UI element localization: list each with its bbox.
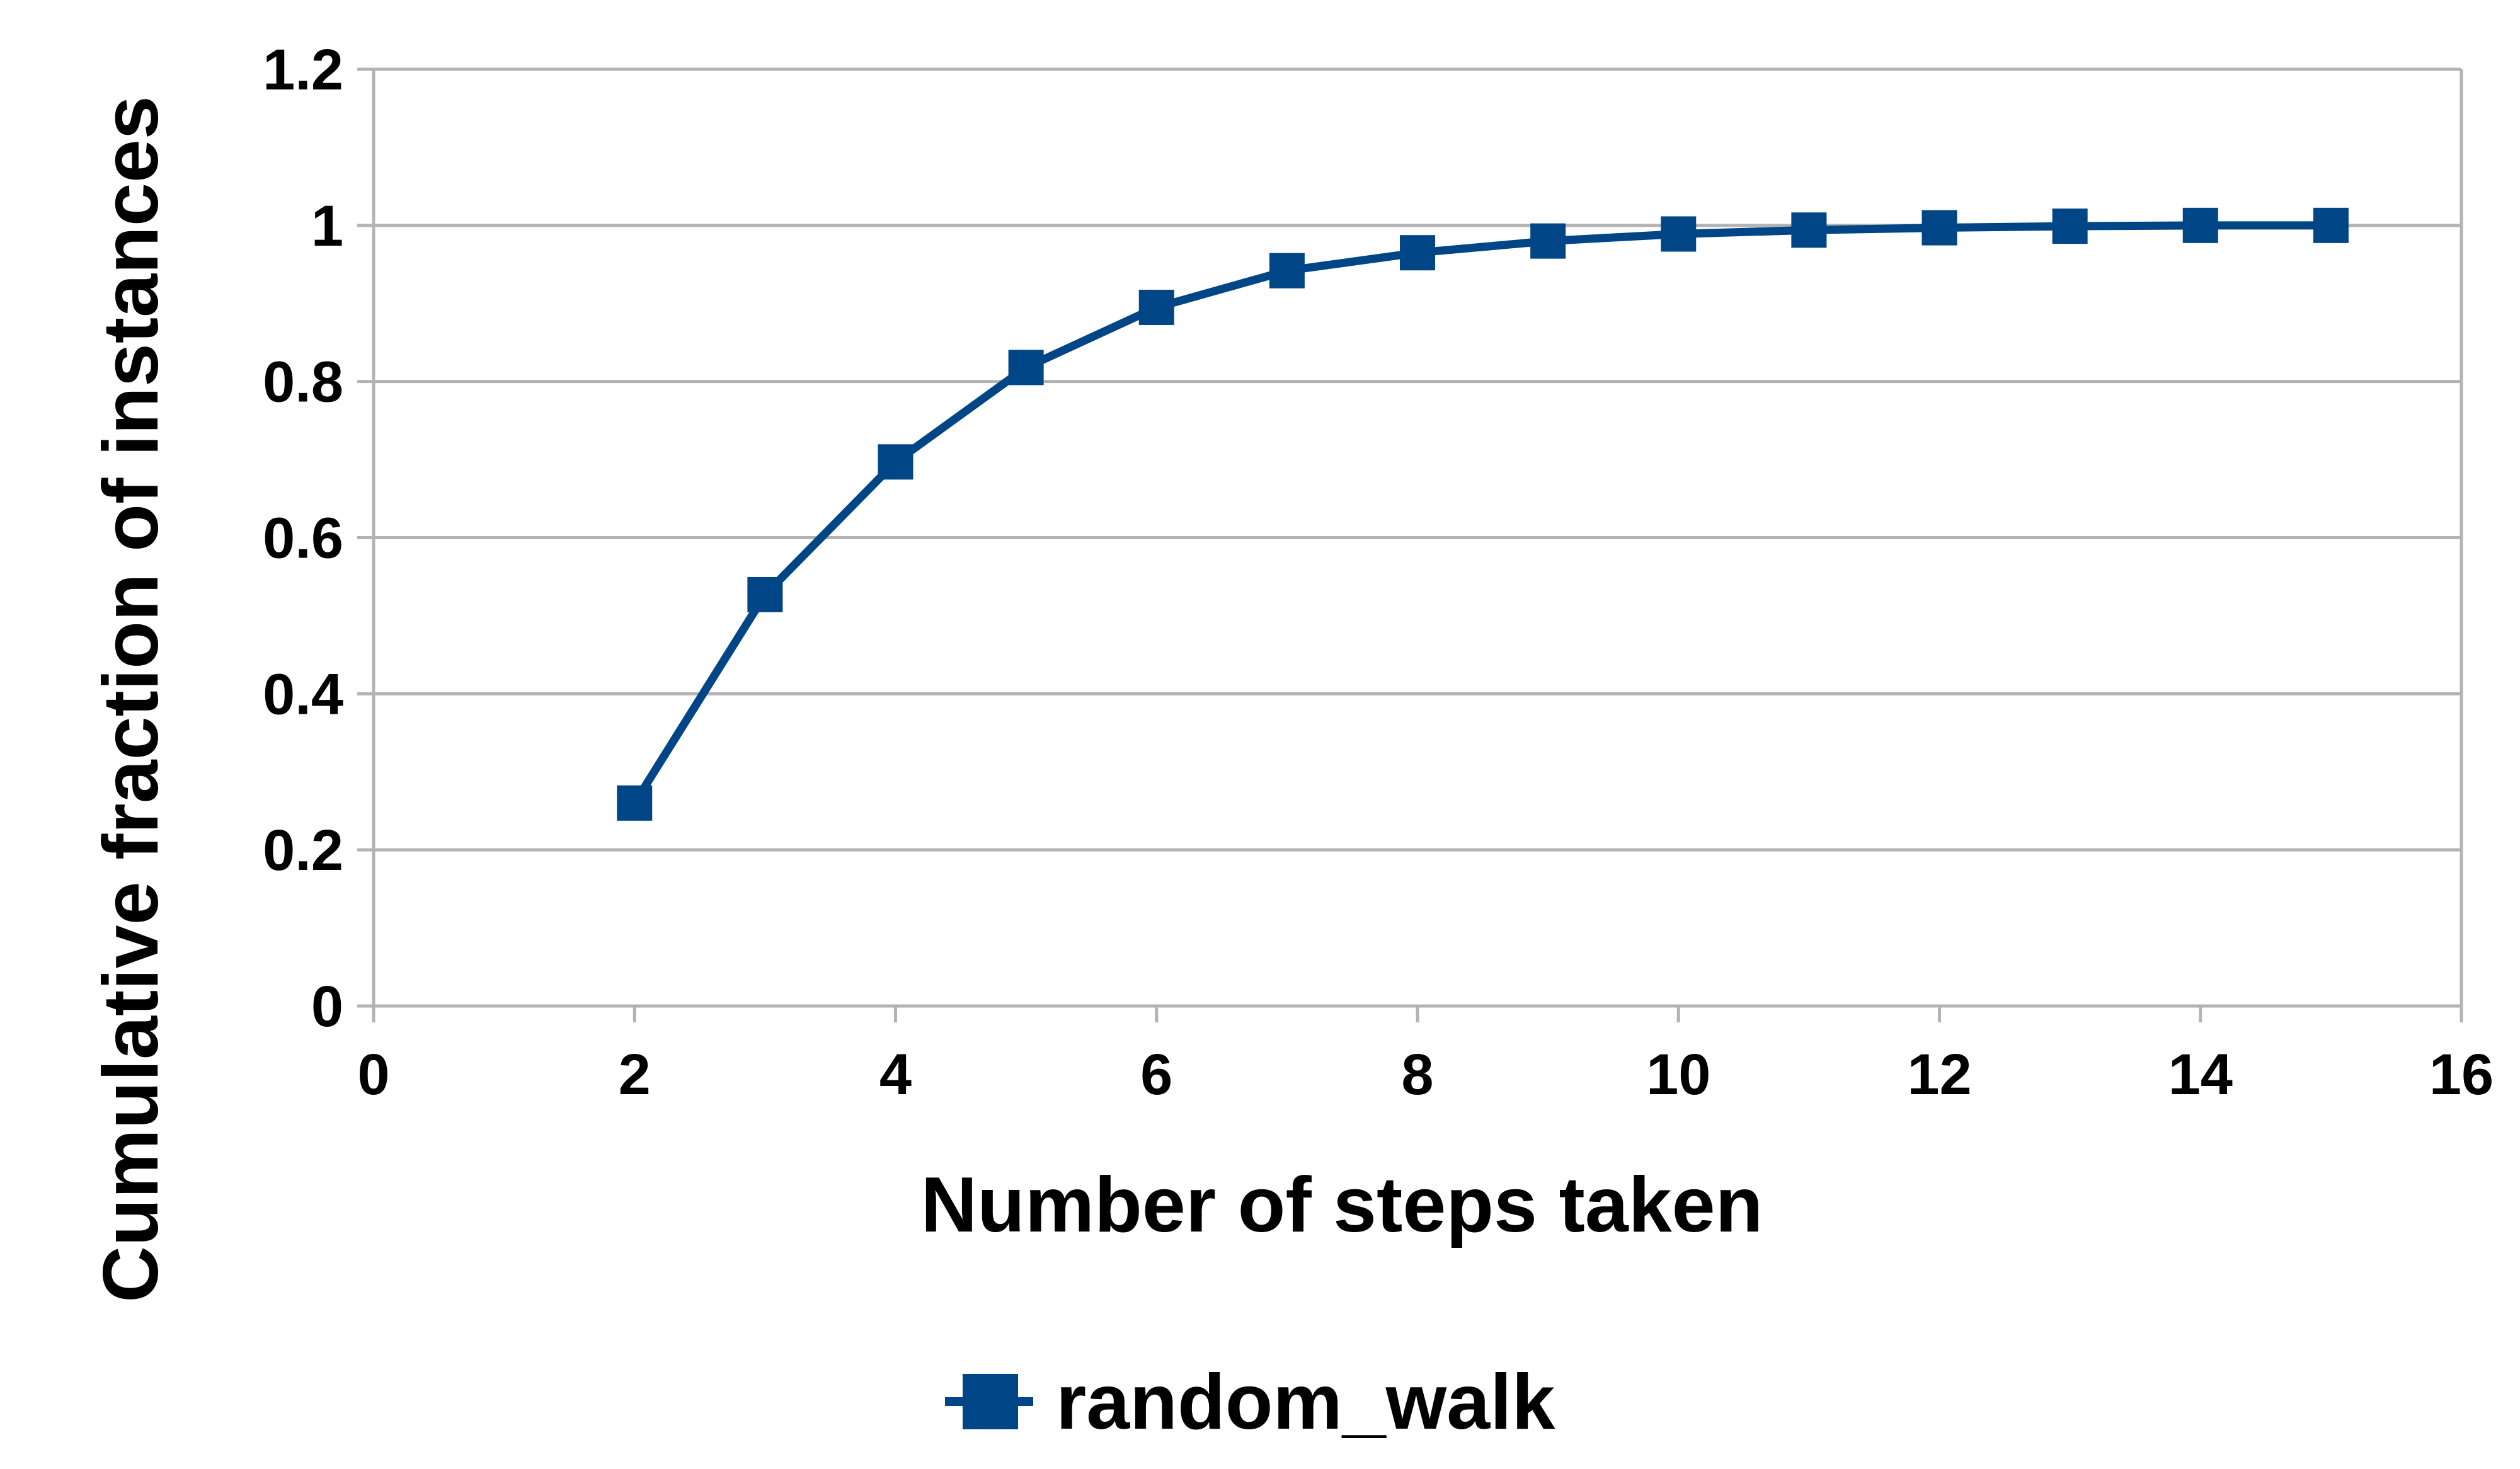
y-tick-label: 0 (311, 975, 343, 1039)
data-point (1922, 210, 1957, 246)
y-tick-label: 0.8 (263, 350, 343, 414)
data-point (1138, 289, 1174, 325)
x-tick-label: 16 (2429, 1043, 2494, 1107)
series-line-random_walk (631, 221, 2331, 806)
x-tick-label: 14 (2168, 1043, 2233, 1107)
data-point (1400, 235, 1435, 271)
x-tick-label: 0 (357, 1043, 389, 1107)
data-point (878, 444, 914, 480)
y-tick-label: 1.2 (263, 38, 343, 102)
data-point (1661, 216, 1697, 252)
y-tick-label: 0.4 (263, 662, 343, 726)
data-point (1269, 253, 1305, 289)
x-tick-label: 2 (619, 1043, 651, 1107)
tick-labels: 0 0.2 0.4 0.6 0.8 1 1.2 0 2 4 6 8 10 12 14 16 (263, 38, 2494, 1107)
gridlines (374, 67, 2461, 852)
y-tick-label: 0.6 (263, 506, 343, 571)
legend-marker (963, 1374, 1018, 1429)
legend-label: random_walk (1056, 1359, 1556, 1446)
data-point (2182, 207, 2218, 243)
x-tick-label: 4 (879, 1043, 912, 1107)
y-tick-label: 1 (311, 194, 343, 258)
legend: random_walk (945, 1359, 1556, 1446)
data-point (2052, 209, 2088, 244)
x-axis-title: Number of steps taken (921, 1162, 1763, 1249)
data-point (1791, 212, 1827, 248)
series-layer (617, 207, 2349, 821)
data-point (747, 576, 783, 612)
data-point (2313, 207, 2349, 243)
x-tick-label: 6 (1140, 1043, 1172, 1107)
y-axis-title: Cumulative fraction of instances (88, 96, 175, 1303)
axes (357, 67, 2463, 1022)
x-tick-label: 12 (1907, 1043, 1971, 1107)
data-point (1008, 350, 1044, 386)
data-point (1530, 223, 1566, 259)
data-point (617, 785, 653, 821)
y-tick-label: 0.2 (263, 818, 343, 883)
x-tick-label: 8 (1401, 1043, 1433, 1107)
x-tick-label: 10 (1646, 1043, 1710, 1107)
